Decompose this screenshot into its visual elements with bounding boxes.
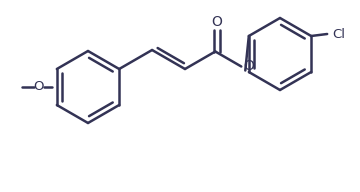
Text: O: O [243,59,254,73]
Text: O: O [34,80,44,94]
Text: O: O [211,15,222,28]
Text: Cl: Cl [333,27,346,41]
